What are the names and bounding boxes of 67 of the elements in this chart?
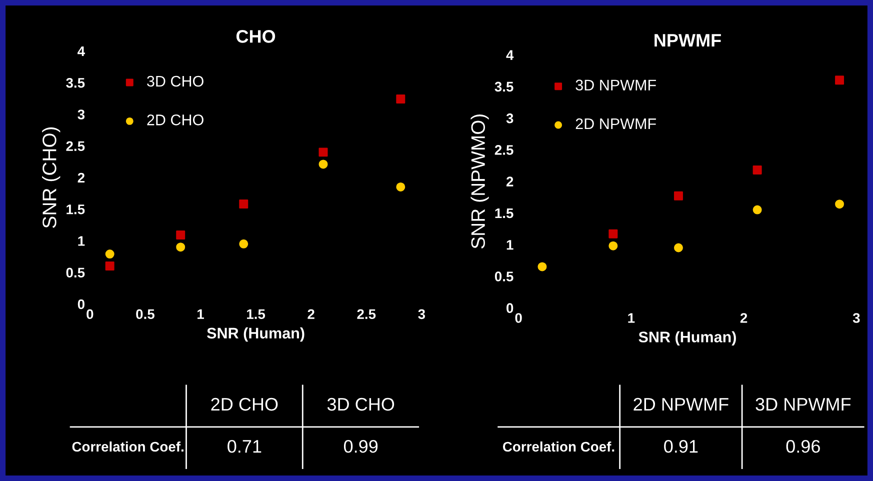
- point: [538, 262, 547, 272]
- point: [608, 229, 618, 238]
- x-tick-label: 2.5: [357, 309, 376, 320]
- y-tick-label: 0: [78, 299, 84, 310]
- y-tick-label: 1.5: [495, 208, 514, 218]
- x-tick-label: 2: [740, 313, 748, 323]
- y-tick-label: 3.5: [494, 82, 514, 92]
- y-axis-title: SNR (NPWMO): [470, 114, 489, 248]
- text: 0.91: [664, 440, 698, 453]
- x-tick-label: 3: [852, 313, 860, 323]
- point: [835, 76, 844, 85]
- chart-title: NPWMF: [654, 34, 721, 46]
- x-tick-label: 0.5: [136, 309, 154, 320]
- point: [674, 191, 683, 200]
- text: 3D NPWMF: [756, 398, 851, 411]
- point: [674, 243, 683, 252]
- text: 0.71: [228, 440, 262, 453]
- point: [835, 200, 844, 209]
- x-tick-label: 0: [515, 313, 522, 323]
- legend-label: 2D CHO: [147, 114, 204, 126]
- x-tick-label: 1: [628, 313, 635, 323]
- text: 0.99: [344, 440, 378, 453]
- y-tick-label: 2: [506, 176, 514, 186]
- y-tick-label: 0.5: [66, 268, 85, 278]
- text: 0.96: [786, 440, 820, 453]
- legend-label: 2D NPWMF: [576, 118, 656, 130]
- y-tick-label: 2.5: [494, 145, 514, 155]
- point: [396, 182, 406, 192]
- point: [318, 160, 328, 169]
- legend-label: 3D CHO: [147, 76, 204, 87]
- y-tick-label: 1: [506, 240, 514, 250]
- y-tick-label: 3.5: [66, 78, 85, 88]
- y-tick-label: 2.5: [66, 141, 85, 152]
- chart-title: CHO: [236, 30, 276, 43]
- y-tick-label: 3: [506, 113, 514, 124]
- text: Correlation Coef.: [72, 441, 184, 452]
- point: [105, 250, 114, 259]
- y-tick-label: 2: [78, 172, 84, 183]
- y-tick-label: 4: [506, 50, 514, 60]
- y-tick-label: 1.5: [66, 204, 85, 214]
- point: [752, 165, 762, 174]
- point: [176, 242, 186, 252]
- point: [396, 94, 406, 104]
- x-tick-label: 0: [86, 309, 94, 320]
- y-axis-title: SNR (CHO): [42, 127, 60, 228]
- x-tick-label: 1: [198, 309, 204, 319]
- point: [608, 241, 618, 250]
- point: [752, 205, 762, 214]
- legend-label: 3D NPWMF: [576, 80, 656, 90]
- y-tick-label: 1: [78, 236, 85, 246]
- point: [105, 262, 114, 271]
- x-axis-title: SNR (Human): [207, 327, 304, 342]
- text: 3D CHO: [327, 398, 394, 411]
- point: [318, 148, 328, 157]
- text: 2D NPWMF: [634, 398, 728, 411]
- point: [239, 239, 248, 248]
- text: 2D CHO: [211, 398, 278, 411]
- y-tick-label: 3: [78, 110, 85, 120]
- point: [239, 200, 248, 209]
- text: Correlation Coef.: [502, 441, 614, 452]
- y-tick-label: 4: [78, 46, 85, 56]
- point: [176, 230, 186, 240]
- x-tick-label: 3: [418, 309, 426, 320]
- x-tick-label: 1.5: [247, 309, 266, 320]
- y-tick-label: 0.5: [494, 272, 514, 282]
- x-tick-label: 2: [308, 309, 314, 319]
- x-axis-title: SNR (Human): [638, 331, 736, 346]
